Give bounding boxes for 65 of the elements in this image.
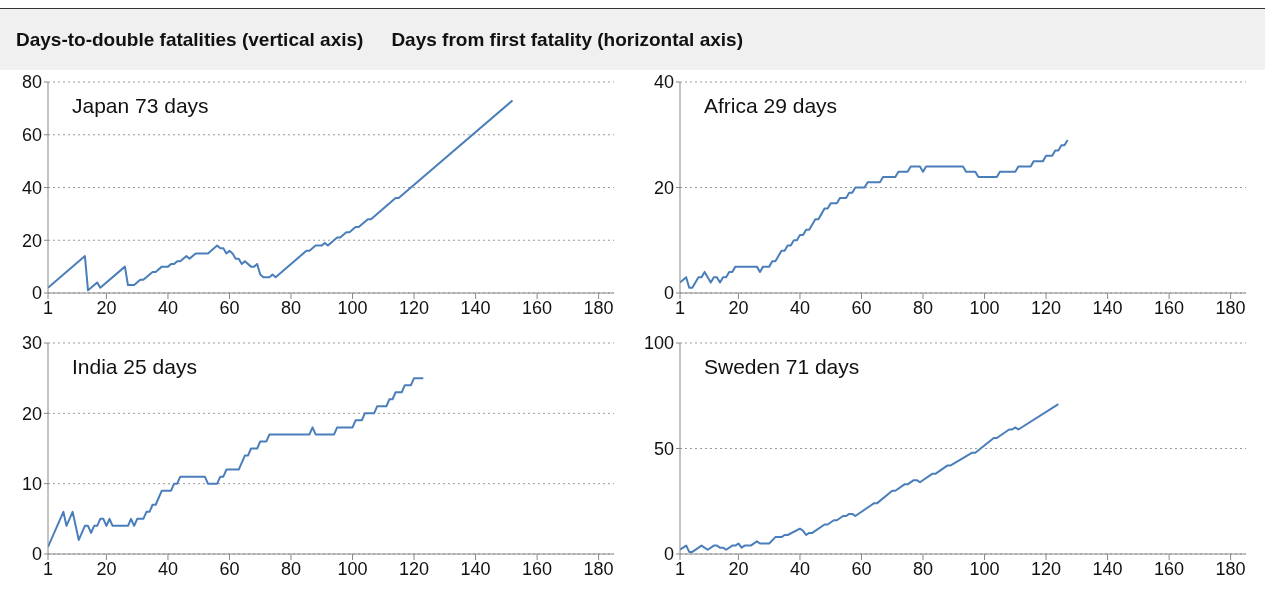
y-tick-label: 40	[21, 177, 42, 198]
x-tick-label: 20	[96, 297, 117, 318]
text: Days-to-double fatalities (vertical axis)	[16, 28, 364, 51]
x-tick-label: 140	[1092, 558, 1123, 579]
y-tick-label: 20	[653, 177, 674, 198]
x-tick-label: 120	[1031, 297, 1062, 318]
y-tick-label: 100	[643, 333, 674, 354]
y-tick-label: 0	[31, 544, 42, 565]
y-tick-label: 0	[663, 283, 674, 304]
x-tick-label: 100	[337, 558, 368, 579]
x-tick-label: 20	[728, 558, 749, 579]
x-tick-label: 120	[399, 297, 430, 318]
text: India 25 days	[72, 355, 197, 379]
x-tick-label: 140	[460, 558, 491, 579]
x-tick-label: 40	[789, 558, 810, 579]
x-tick-label: 120	[1031, 558, 1062, 579]
y-tick-label: 60	[21, 125, 42, 146]
x-tick-label: 60	[219, 558, 240, 579]
y-tick-label: 50	[653, 438, 674, 459]
x-tick-label: 40	[157, 558, 178, 579]
x-tick-label: 160	[1154, 558, 1185, 579]
x-tick-label: 1	[674, 558, 686, 579]
x-tick-label: 100	[969, 297, 1000, 318]
y-tick-label: 40	[653, 72, 674, 93]
x-tick-label: 160	[522, 297, 553, 318]
x-tick-label: 180	[1215, 558, 1246, 579]
x-tick-label: 180	[1215, 297, 1246, 318]
x-tick-label: 20	[728, 297, 749, 318]
x-tick-label: 80	[281, 558, 302, 579]
x-tick-label: 1	[42, 297, 54, 318]
x-tick-label: 160	[1154, 297, 1185, 318]
x-tick-label: 40	[789, 297, 810, 318]
line-series	[680, 139, 1069, 289]
x-tick-label: 160	[522, 558, 553, 579]
x-tick-label: 120	[399, 558, 430, 579]
y-tick-label: 30	[21, 333, 42, 354]
text: Sweden 71 days	[704, 355, 860, 379]
x-tick-label: 40	[157, 297, 178, 318]
text: Japan 73 days	[72, 94, 209, 118]
x-tick-label: 80	[913, 297, 934, 318]
x-tick-label: 180	[583, 558, 614, 579]
x-tick-label: 100	[969, 558, 1000, 579]
x-tick-label: 1	[674, 297, 686, 318]
y-tick-label: 0	[663, 544, 674, 565]
text: Africa 29 days	[704, 94, 838, 118]
x-tick-label: 100	[337, 297, 368, 318]
x-tick-label: 60	[851, 558, 872, 579]
x-tick-label: 80	[913, 558, 934, 579]
y-tick-label: 20	[21, 230, 42, 251]
y-tick-label: 20	[21, 403, 42, 424]
x-tick-label: 60	[219, 297, 240, 318]
y-tick-label: 80	[21, 72, 42, 93]
x-tick-label: 20	[96, 558, 117, 579]
line-series	[680, 403, 1060, 553]
x-tick-label: 60	[851, 297, 872, 318]
y-tick-label: 10	[21, 474, 42, 495]
line-series	[48, 377, 425, 548]
x-tick-label: 140	[1092, 297, 1123, 318]
x-tick-label: 80	[281, 297, 302, 318]
y-tick-label: 0	[31, 283, 42, 304]
x-tick-label: 140	[460, 297, 491, 318]
line-series	[48, 99, 514, 292]
x-tick-label: 1	[42, 558, 54, 579]
text: Days from first fatality (horizontal axis)	[391, 28, 743, 51]
x-tick-label: 180	[583, 297, 614, 318]
